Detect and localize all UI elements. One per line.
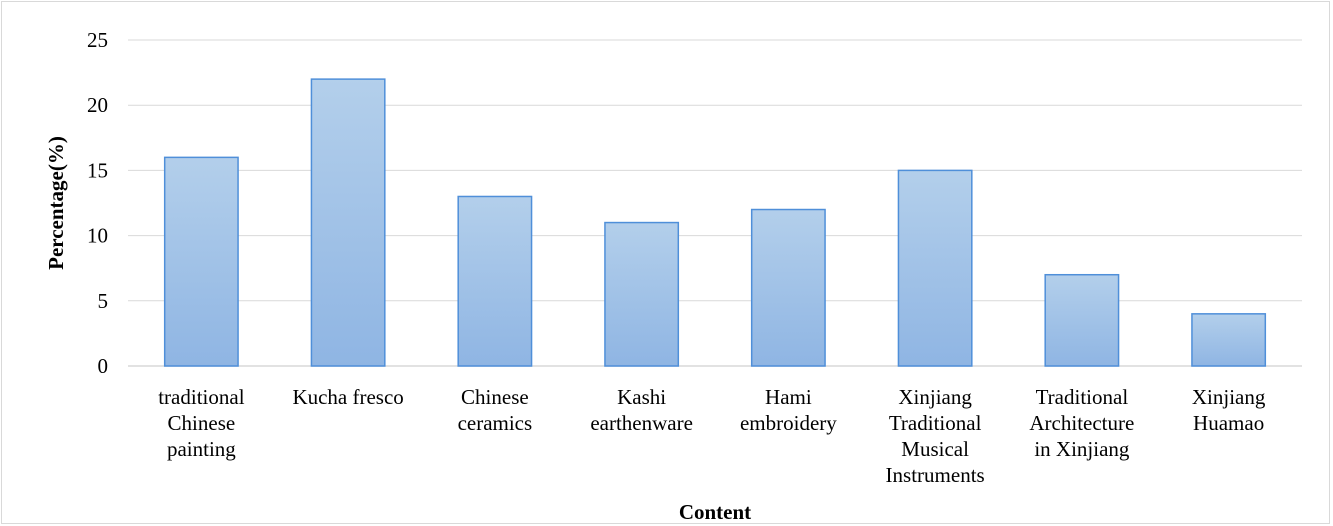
bar [1191,313,1267,367]
x-tick-label-line: Architecture [1029,411,1134,435]
x-tick-label: traditional Chinese painting [158,385,244,461]
y-axis-ticks: 0 5 10 15 20 25 [87,28,108,378]
x-tick-label-line: Huamao [1193,411,1264,435]
x-tick-label-line: Xinjiang [1192,385,1266,409]
x-tick-label: Kucha fresco [292,385,403,409]
x-tick-label-line: Chinese [461,385,529,409]
x-tick-label-line: Kucha fresco [292,385,403,409]
x-tick-label: Hami embroidery [740,385,837,435]
bar [1044,273,1120,367]
x-tick-label: Xinjiang Huamao [1192,385,1266,435]
bar [604,221,680,367]
bar [897,169,973,367]
y-tick-label: 0 [98,354,109,378]
x-tick-label: Kashi earthenware [590,385,693,435]
y-tick-label: 10 [87,224,108,248]
x-tick-label-line: Traditional [889,411,982,435]
x-tick-label-line: Traditional [1036,385,1129,409]
x-tick-label-line: Chinese [168,411,236,435]
x-tick-label-line: Xinjiang [898,385,972,409]
y-tick-label: 20 [87,93,108,117]
gridlines [128,39,1302,367]
x-axis-title: Content [679,500,751,524]
x-tick-label-line: traditional [158,385,244,409]
bar [457,195,533,367]
bar [310,78,386,367]
y-tick-label: 15 [87,158,108,182]
x-tick-label-line: Kashi [617,385,666,409]
x-tick-label-line: Instruments [886,463,985,487]
x-tick-label-line: earthenware [590,411,693,435]
x-tick-label: Xinjiang Traditional Musical Instruments [886,385,985,487]
x-tick-label: Traditional Architecture in Xinjiang [1029,385,1134,461]
x-tick-label-line: painting [167,437,236,461]
x-tick-label-line: ceramics [458,411,533,435]
y-tick-label: 25 [87,28,108,52]
bars [163,78,1267,367]
y-axis-title: Percentage(%) [44,136,68,270]
x-tick-label-line: Hami [765,385,812,409]
bar [750,208,826,367]
x-tick-label: Chinese ceramics [458,385,533,435]
bar [163,156,239,367]
x-tick-label-line: in Xinjiang [1034,437,1130,461]
x-tick-label-line: Musical [901,437,969,461]
x-tick-label-line: embroidery [740,411,837,435]
y-tick-label: 5 [98,289,109,313]
